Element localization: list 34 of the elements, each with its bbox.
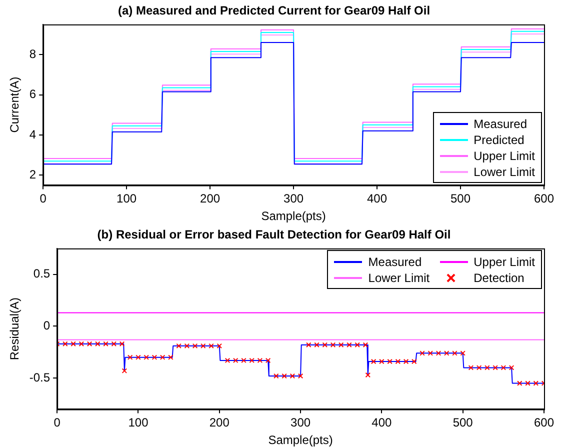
x-tick-label: 100	[128, 416, 149, 430]
x-tick-label: 600	[534, 192, 554, 206]
x-tick-label: 400	[367, 192, 388, 206]
x-tick-label: 300	[284, 192, 304, 206]
x-tick-label: 100	[116, 192, 137, 206]
x-tick-label: 600	[534, 416, 554, 430]
legend-label: Detection	[474, 270, 524, 285]
y-tick-label: 0	[43, 318, 50, 333]
x-tick-label: 200	[209, 416, 230, 430]
y-axis-title: Residual(A)	[8, 297, 22, 360]
x-tick-label: 500	[450, 192, 471, 206]
legend-label: Lower Limit	[474, 164, 535, 179]
legend-label: Upper Limit	[474, 254, 535, 269]
legend-label: Measured	[474, 116, 528, 131]
chart-title: (b) Residual or Error based Fault Detection for Gear09 Half Oil	[97, 228, 451, 242]
legend-label: Predicted	[474, 132, 524, 147]
y-tick-label: 0.5	[33, 266, 50, 281]
y-tick-label: -0.5	[29, 370, 50, 384]
legend-label: Lower Limit	[368, 270, 430, 285]
y-tick-label: 4	[29, 127, 36, 142]
x-tick-label: 0	[54, 416, 61, 430]
x-axis-title: Sample(pts)	[268, 433, 333, 448]
x-axis-title: Sample(pts)	[261, 209, 326, 224]
x-tick-label: 200	[200, 192, 220, 206]
y-tick-label: 8	[29, 46, 36, 61]
legend-label: Upper Limit	[474, 148, 535, 163]
legend-label: Measured	[368, 254, 422, 269]
chart-title: (a) Measured and Predicted Current for Gear09 Half Oil	[118, 4, 430, 18]
x-tick-label: 300	[290, 416, 311, 430]
y-tick-label: 6	[29, 87, 36, 102]
y-axis-title: Current(A)	[8, 76, 22, 133]
y-tick-label: 2	[29, 167, 36, 182]
x-tick-label: 500	[452, 416, 474, 430]
x-tick-label: 400	[372, 416, 392, 430]
